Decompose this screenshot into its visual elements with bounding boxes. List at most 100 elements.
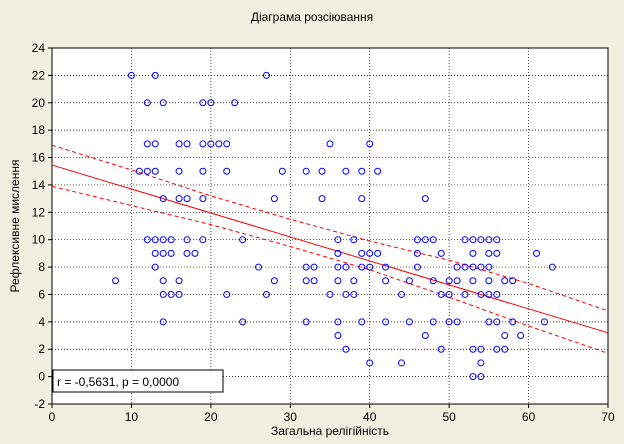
data-point (223, 140, 231, 148)
data-point (366, 359, 374, 367)
data-point (207, 99, 215, 107)
y-tick-label: -2 (34, 397, 45, 411)
data-point (302, 263, 310, 271)
data-point (310, 277, 318, 285)
y-tick-label: 24 (32, 41, 46, 55)
data-point (509, 318, 517, 326)
data-point (159, 195, 167, 203)
data-point (461, 290, 469, 298)
data-point (159, 99, 167, 107)
data-point (159, 318, 167, 326)
data-point (310, 263, 318, 271)
data-point (477, 236, 485, 244)
data-point (199, 195, 207, 203)
data-point (143, 99, 151, 107)
y-tick-label: 8 (38, 260, 45, 274)
data-point (151, 236, 159, 244)
data-point (350, 290, 358, 298)
data-point (334, 263, 342, 271)
data-point (342, 167, 350, 175)
data-point (366, 249, 374, 257)
y-tick-label: 18 (32, 123, 46, 137)
y-tick-label: 12 (32, 205, 46, 219)
data-point (366, 263, 374, 271)
data-point (350, 277, 358, 285)
data-point (151, 140, 159, 148)
data-point (334, 318, 342, 326)
data-point (358, 195, 366, 203)
data-point (461, 236, 469, 244)
data-point (548, 263, 556, 271)
data-point (533, 249, 541, 257)
data-point (334, 277, 342, 285)
data-point (485, 290, 493, 298)
data-point (453, 277, 461, 285)
data-point (413, 236, 421, 244)
data-point (405, 277, 413, 285)
x-tick-label: 0 (49, 410, 56, 424)
y-tick-label: 2 (38, 342, 45, 356)
data-point (278, 167, 286, 175)
data-point (318, 167, 326, 175)
data-point (501, 332, 509, 340)
y-tick-label: 16 (32, 151, 46, 165)
data-point (477, 359, 485, 367)
data-point (342, 345, 350, 353)
data-point (334, 332, 342, 340)
data-point (374, 249, 382, 257)
data-point (469, 249, 477, 257)
data-point (493, 236, 501, 244)
data-point (262, 290, 270, 298)
data-point (469, 345, 477, 353)
data-point (207, 140, 215, 148)
y-tick-label: 10 (32, 233, 46, 247)
data-point (501, 345, 509, 353)
data-point (239, 236, 247, 244)
data-point (334, 249, 342, 257)
data-point (199, 167, 207, 175)
data-point (445, 290, 453, 298)
data-point (175, 140, 183, 148)
data-point (493, 318, 501, 326)
data-point (413, 263, 421, 271)
y-axis-label: Рефлексивне мислення (8, 160, 22, 293)
data-point (175, 277, 183, 285)
x-tick-label: 60 (522, 410, 536, 424)
data-point (318, 195, 326, 203)
x-tick-label: 20 (204, 410, 218, 424)
y-tick-label: 14 (32, 178, 46, 192)
y-tick-label: 0 (38, 370, 45, 384)
data-point (127, 71, 135, 79)
data-point (469, 236, 477, 244)
data-point (437, 345, 445, 353)
data-point (183, 249, 191, 257)
y-tick-label: 4 (38, 315, 45, 329)
data-point (143, 236, 151, 244)
data-point (199, 99, 207, 107)
data-point (334, 236, 342, 244)
data-point (302, 167, 310, 175)
annotation-box (52, 369, 224, 393)
data-point (397, 290, 405, 298)
correlation-annotation: r = -0,5631, p = 0,0000 (57, 375, 179, 389)
data-point (159, 290, 167, 298)
y-tick-label: 6 (38, 287, 45, 301)
data-point (358, 263, 366, 271)
upper-confidence-line (51, 144, 609, 312)
data-point (437, 290, 445, 298)
data-point (270, 277, 278, 285)
data-point (326, 140, 334, 148)
data-point (159, 277, 167, 285)
data-point (461, 263, 469, 271)
data-point (509, 277, 517, 285)
data-point (183, 140, 191, 148)
x-tick-label: 50 (442, 410, 456, 424)
data-point (342, 263, 350, 271)
x-tick-label: 30 (284, 410, 298, 424)
data-point (358, 167, 366, 175)
data-point (135, 167, 143, 175)
data-point (469, 277, 477, 285)
x-tick-label: 70 (601, 410, 615, 424)
data-point (326, 290, 334, 298)
data-point (270, 195, 278, 203)
